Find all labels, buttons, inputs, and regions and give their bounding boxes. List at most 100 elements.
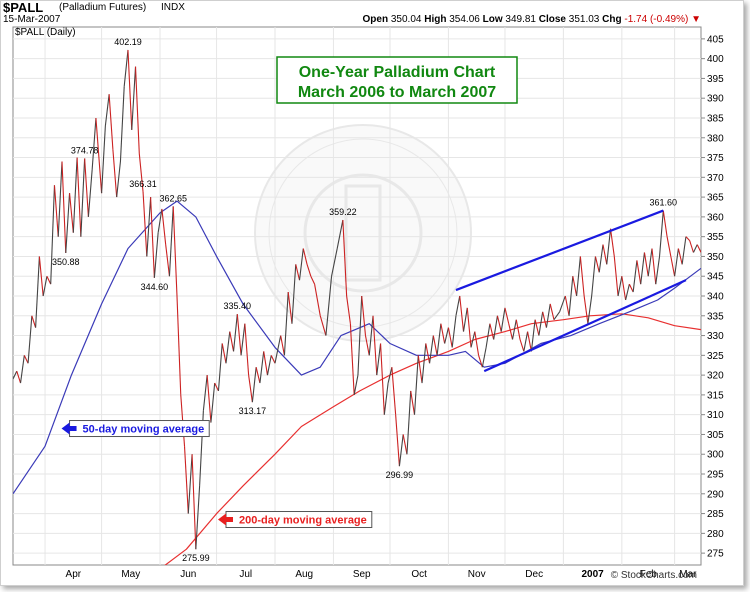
price-segment <box>302 248 308 265</box>
price-segment <box>214 382 219 392</box>
price-segment <box>274 335 282 364</box>
price-segment <box>357 295 363 376</box>
price-segment <box>402 434 408 455</box>
price-segment <box>598 244 604 273</box>
price-segment <box>689 240 694 253</box>
price-segment <box>455 295 461 316</box>
x-tick-label: Mar <box>679 569 697 580</box>
price-segment <box>221 343 227 364</box>
price-segment <box>80 158 86 237</box>
price-segment <box>432 335 438 356</box>
price-segment <box>421 343 427 384</box>
high-label: High <box>424 14 447 25</box>
price-segment <box>534 319 540 336</box>
price-segment <box>104 94 110 126</box>
price-segment <box>240 323 246 356</box>
y-tick-label: 310 <box>707 410 724 421</box>
price-segment <box>108 94 114 150</box>
price-segment <box>559 295 566 313</box>
price-segment <box>440 323 446 344</box>
down-arrow-icon: ▼ <box>691 14 701 25</box>
price-segment <box>436 323 442 356</box>
price-segment <box>395 414 400 467</box>
price-segment <box>127 49 133 130</box>
price-segment <box>413 355 419 415</box>
peak-label: 344.60 <box>141 282 169 292</box>
low-label: Low <box>482 14 503 25</box>
y-tick-label: 290 <box>707 489 724 500</box>
price-segment <box>640 252 645 285</box>
x-tick-label: Oct <box>411 569 427 580</box>
peak-label: 361.60 <box>650 198 678 208</box>
price-segment <box>76 157 82 237</box>
change-value: -1.74 (-0.49%) <box>624 14 689 25</box>
y-tick-label: 375 <box>707 153 724 164</box>
price-segment <box>481 347 487 368</box>
price-segment <box>161 208 167 245</box>
price-segment <box>587 295 593 324</box>
price-segment <box>625 284 630 301</box>
symbol-description: (Palladium Futures) <box>59 2 147 13</box>
price-segment <box>236 314 242 356</box>
price-segment <box>515 319 521 340</box>
price-segment <box>119 86 125 162</box>
price-segment <box>270 355 276 364</box>
y-tick-label: 355 <box>707 232 724 243</box>
y-tick-label: 400 <box>707 54 724 65</box>
price-segment <box>91 117 97 170</box>
price-segment <box>46 275 52 285</box>
price-segment <box>146 197 152 257</box>
watermark-seal <box>254 124 472 342</box>
price-segment <box>579 256 585 297</box>
price-segment <box>87 169 93 217</box>
annotation: 200-day moving average <box>217 511 373 529</box>
price-segment <box>291 264 297 324</box>
price-segment <box>263 351 269 376</box>
price-segment <box>364 335 370 356</box>
price-segment <box>466 307 472 348</box>
price-segment <box>255 367 261 384</box>
price-segment <box>651 248 657 285</box>
price-segment <box>636 260 642 285</box>
price-segment <box>685 236 691 241</box>
price-segment <box>489 323 495 340</box>
price-segment <box>670 256 676 277</box>
price-segment <box>583 295 589 324</box>
price-segment <box>314 284 321 316</box>
price-segment <box>65 193 71 253</box>
price-segment <box>138 153 144 192</box>
price-segment <box>251 367 257 403</box>
price-segment <box>496 315 502 332</box>
high-value: 354.06 <box>449 14 480 25</box>
price-segment <box>576 256 581 297</box>
price-segment <box>398 434 404 467</box>
price-segment <box>53 185 59 237</box>
price-segment <box>298 248 304 281</box>
price-segment <box>101 125 106 194</box>
price-segment <box>485 323 491 348</box>
chart-date: 15-Mar-2007 <box>3 14 61 25</box>
y-tick-label: 295 <box>707 470 724 481</box>
price-segment <box>325 276 333 336</box>
y-tick-label: 335 <box>707 311 724 322</box>
price-segment <box>131 66 137 130</box>
price-segment <box>591 256 596 297</box>
price-segment <box>206 375 212 423</box>
y-tick-label: 300 <box>707 450 724 461</box>
x-tick-label: May <box>121 569 140 580</box>
price-segment <box>609 228 615 257</box>
watermark-text: © StockCharts.com <box>611 570 697 581</box>
x-tick-label: Aug <box>295 569 313 580</box>
price-segment <box>172 206 178 297</box>
price-segment <box>658 210 664 257</box>
price-segment <box>306 264 312 277</box>
price-segment <box>368 315 374 356</box>
peak-label: 335.40 <box>224 301 252 311</box>
price-segment <box>19 355 25 384</box>
price-segment <box>331 248 338 277</box>
price-segment <box>195 485 201 550</box>
price-segment <box>183 446 189 514</box>
price-segment <box>681 236 687 265</box>
price-segment <box>572 276 578 297</box>
price-segment <box>95 117 103 194</box>
